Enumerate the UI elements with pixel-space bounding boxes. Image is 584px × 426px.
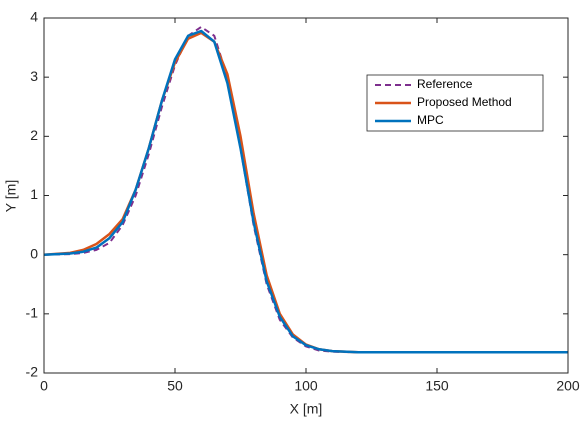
plot-frame	[43, 17, 569, 374]
y-tick-label: -1	[26, 305, 39, 321]
x-axis-label: X [m]	[290, 401, 323, 417]
legend-label: Reference	[417, 77, 473, 91]
y-tick-label: 4	[30, 9, 38, 25]
series-line	[43, 29, 568, 354]
y-tick-label: 0	[30, 245, 38, 261]
y-tick-label: 1	[30, 186, 38, 202]
y-tick-label: -2	[26, 364, 39, 380]
x-tick-label: 150	[425, 378, 449, 394]
y-axis-label: Y [m]	[3, 180, 19, 212]
legend: Reference Proposed Method MPC	[366, 74, 544, 132]
x-tick-label: 0	[40, 378, 48, 394]
y-tick-label: 2	[30, 127, 38, 143]
legend-label: Proposed Method	[417, 95, 512, 109]
y-tick-label: 3	[30, 68, 38, 84]
x-tick-label: 200	[556, 378, 580, 394]
legend-label: MPC	[417, 113, 444, 127]
x-tick-label: 50	[167, 378, 183, 394]
x-tick-label: 100	[294, 378, 318, 394]
